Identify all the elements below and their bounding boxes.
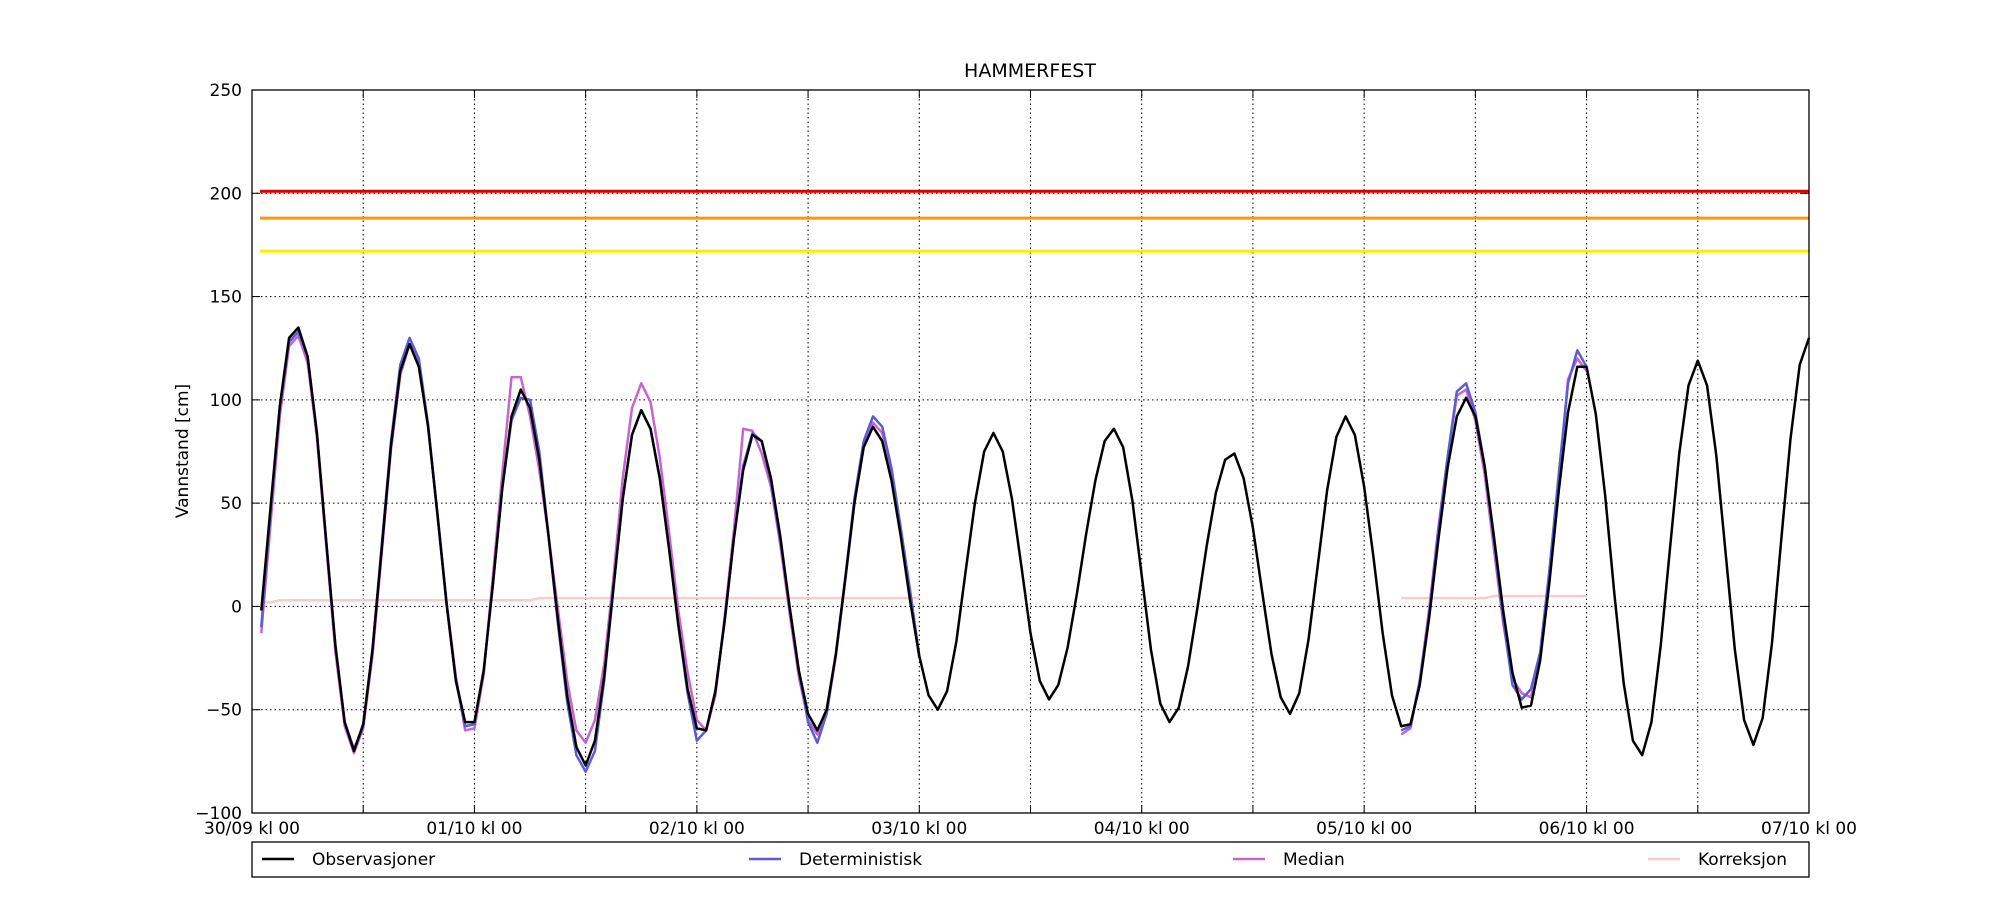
legend-box	[251, 841, 1810, 878]
y-axis-label: Vannstand [cm]	[173, 384, 193, 518]
x-tick-label: 04/10 kl 00	[1094, 819, 1190, 839]
data-line	[260, 330, 1588, 773]
legend-label: Korreksjon	[1698, 850, 1787, 870]
y-tick-label: −50	[206, 701, 242, 721]
y-tick-label: 100	[210, 391, 242, 411]
legend-label: Deterministisk	[799, 850, 922, 870]
y-tick-label: −100	[195, 804, 242, 824]
y-tick-label: 150	[210, 288, 242, 308]
y-tick-label: 0	[231, 597, 242, 617]
legend-label: Median	[1283, 850, 1345, 870]
x-tick-label: 06/10 kl 00	[1539, 819, 1635, 839]
y-tick-label: 50	[220, 494, 242, 514]
x-tick-label: 02/10 kl 00	[649, 819, 745, 839]
data-line	[261, 594, 1587, 604]
plot-frame	[251, 89, 1810, 814]
data-line	[260, 334, 1588, 755]
x-tick-label: 30/09 kl 00	[204, 819, 300, 839]
x-tick-label: 07/10 kl 00	[1761, 819, 1857, 839]
data-line	[260, 326, 1811, 767]
legend-label: Observasjoner	[312, 850, 435, 870]
x-tick-label: 03/10 kl 00	[871, 819, 967, 839]
x-tick-label: 01/10 kl 00	[426, 819, 522, 839]
chart-title: HAMMERFEST	[964, 60, 1096, 82]
y-tick-label: 200	[210, 184, 242, 204]
x-tick-label: 05/10 kl 00	[1316, 819, 1412, 839]
y-tick-label: 250	[210, 81, 242, 101]
